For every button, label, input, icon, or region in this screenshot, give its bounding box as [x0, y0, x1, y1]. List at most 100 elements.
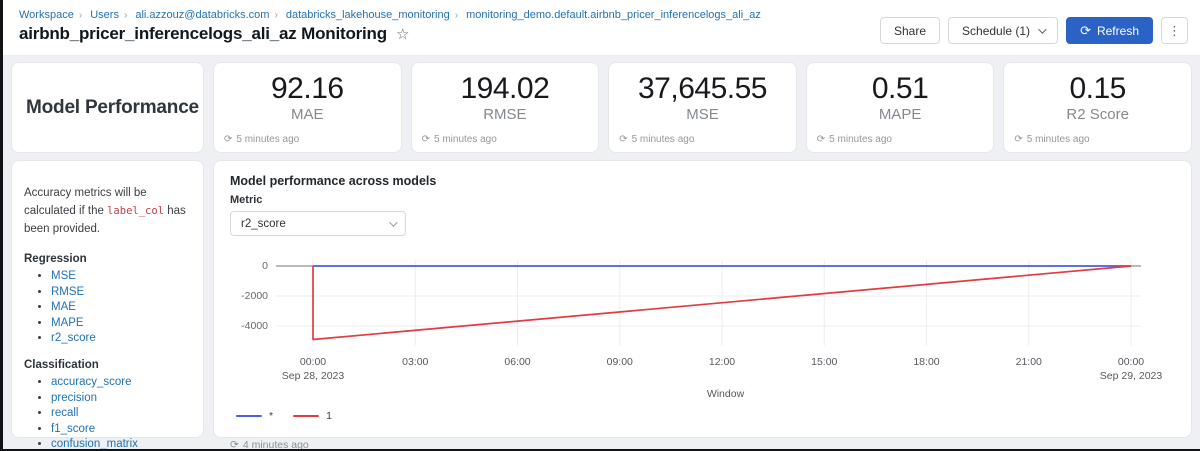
- content-row: Accuracy metrics will be calculated if t…: [11, 160, 1192, 438]
- metric-select[interactable]: r2_score: [230, 211, 406, 236]
- link-precision[interactable]: precision: [51, 392, 97, 404]
- chart-legend: *1: [230, 410, 1175, 422]
- metric-label: MSE: [609, 106, 796, 123]
- metric-dropdown-label: Metric: [230, 194, 1175, 206]
- metric-card-mae: 92.16 MAE ⟳5 minutes ago: [213, 62, 402, 153]
- x-date-label: Sep 29, 2023: [1100, 370, 1162, 382]
- metric-card-mape: 0.51 MAPE ⟳5 minutes ago: [806, 62, 995, 153]
- legend-item-*[interactable]: *: [236, 410, 273, 422]
- schedule-button[interactable]: Schedule (1): [948, 17, 1058, 44]
- favorite-star-icon[interactable]: ☆: [396, 27, 409, 42]
- list-item: f1_score: [51, 423, 191, 435]
- refresh-icon: ⟳: [422, 134, 430, 145]
- link-mae[interactable]: MAE: [51, 301, 76, 313]
- metric-label: RMSE: [412, 106, 599, 123]
- list-item: precision: [51, 392, 191, 404]
- regression-heading: Regression: [24, 253, 191, 265]
- refresh-icon: ⟳: [1014, 134, 1022, 145]
- link-recall[interactable]: recall: [51, 407, 78, 419]
- breadcrumb-item-user-email[interactable]: ali.azzouz@databricks.com: [135, 9, 269, 21]
- updated-timestamp: 4 minutes ago: [243, 439, 309, 449]
- section-title: Model Performance: [26, 97, 199, 119]
- metric-label: MAPE: [807, 106, 994, 123]
- refresh-icon: ⟳: [619, 134, 627, 145]
- classification-links: accuracy_score precision recall f1_score…: [24, 376, 191, 449]
- x-axis-date-labels: Sep 28, 2023Sep 29, 2023: [276, 370, 1141, 383]
- chevron-down-icon: [1038, 25, 1046, 33]
- y-tick-label: -4000: [241, 320, 268, 332]
- x-tick-label: 06:00: [504, 356, 530, 368]
- share-button-label: Share: [894, 24, 926, 38]
- metric-value: 92.16: [214, 72, 401, 105]
- chevron-down-icon: [389, 218, 397, 226]
- legend-item-1[interactable]: 1: [293, 410, 332, 422]
- y-axis-labels: 0 -2000 -4000: [230, 257, 276, 354]
- y-tick-label: 0: [262, 260, 268, 272]
- metric-card-rmse: 194.02 RMSE ⟳5 minutes ago: [411, 62, 600, 153]
- breadcrumb-item-workspace[interactable]: Workspace: [19, 9, 74, 21]
- breadcrumb-separator: ›: [455, 10, 458, 21]
- refresh-icon: ⟳: [230, 439, 239, 449]
- breadcrumb-separator: ›: [274, 10, 277, 21]
- header-actions: Share Schedule (1) ⟳ Refresh ⋮: [880, 17, 1188, 44]
- metric-value: 37,645.55: [609, 72, 796, 105]
- metric-card-mse: 37,645.55 MSE ⟳ 5 minutes ago: [608, 62, 797, 153]
- refresh-icon: ⟳: [224, 134, 232, 145]
- list-item: MAE: [51, 301, 191, 313]
- link-mse[interactable]: MSE: [51, 270, 76, 282]
- y-tick-label: -2000: [241, 290, 268, 302]
- label-col-code: label_col: [107, 205, 164, 217]
- refresh-button[interactable]: ⟳ Refresh: [1066, 17, 1153, 44]
- legend-label: *: [269, 410, 273, 422]
- databricks-monitoring-app: Workspace › Users › ali.azzouz@databricks.…: [3, 0, 1200, 449]
- breadcrumb-item-lakehouse-monitoring[interactable]: databricks_lakehouse_monitoring: [286, 9, 450, 21]
- top-bar: Workspace › Users › ali.azzouz@databricks.…: [3, 0, 1200, 56]
- list-item: confusion_matrix: [51, 438, 191, 449]
- link-r2-score[interactable]: r2_score: [51, 332, 96, 344]
- accuracy-note: Accuracy metrics will be calculated if t…: [24, 185, 191, 238]
- x-axis-title: Window: [230, 388, 1175, 400]
- refresh-icon: ⟳: [1080, 24, 1091, 37]
- link-accuracy-score[interactable]: accuracy_score: [51, 376, 132, 388]
- x-tick-label: 00:00: [1118, 356, 1144, 368]
- list-item: recall: [51, 407, 191, 419]
- x-tick-label: 15:00: [811, 356, 837, 368]
- breadcrumb-item-table[interactable]: monitoring_demo.default.airbnb_pricer_in…: [466, 9, 761, 21]
- link-confusion-matrix[interactable]: confusion_matrix: [51, 438, 138, 449]
- kpi-row: Model Performance 92.16 MAE ⟳5 minutes a…: [11, 62, 1192, 153]
- plot-region[interactable]: [276, 257, 1141, 354]
- regression-links: MSE RMSE MAE MAPE r2_score: [24, 270, 191, 344]
- list-item: RMSE: [51, 286, 191, 298]
- updated-timestamp: 5 minutes ago: [829, 134, 892, 145]
- page-title: airbnb_pricer_inferencelogs_ali_az Monit…: [19, 24, 387, 44]
- model-performance-chart-card: Model performance across models Metric r…: [213, 160, 1192, 438]
- breadcrumb-separator: ›: [124, 10, 127, 21]
- link-mape[interactable]: MAPE: [51, 317, 84, 329]
- legend-label: 1: [326, 410, 332, 422]
- metric-select-value: r2_score: [241, 218, 286, 230]
- link-rmse[interactable]: RMSE: [51, 286, 84, 298]
- x-tick-label: 12:00: [709, 356, 735, 368]
- refresh-button-label: Refresh: [1097, 24, 1139, 38]
- updated-timestamp: 5 minutes ago: [236, 134, 299, 145]
- schedule-button-label: Schedule (1): [962, 24, 1030, 38]
- x-date-label: Sep 28, 2023: [282, 370, 344, 382]
- list-item: r2_score: [51, 332, 191, 344]
- updated-timestamp: 5 minutes ago: [632, 134, 695, 145]
- share-button[interactable]: Share: [880, 17, 940, 44]
- link-f1-score[interactable]: f1_score: [51, 423, 95, 435]
- x-tick-label: 21:00: [1016, 356, 1042, 368]
- section-header-card: Model Performance: [11, 62, 204, 153]
- more-menu-button[interactable]: ⋮: [1161, 17, 1188, 44]
- x-tick-label: 18:00: [913, 356, 939, 368]
- plot-svg: [276, 257, 1141, 354]
- legend-swatch: [236, 415, 262, 417]
- x-tick-label: 09:00: [607, 356, 633, 368]
- legend-swatch: [293, 415, 319, 417]
- breadcrumb-item-users[interactable]: Users: [90, 9, 119, 21]
- x-tick-label: 03:00: [402, 356, 428, 368]
- updated-timestamp: 5 minutes ago: [434, 134, 497, 145]
- x-tick-label: 00:00: [300, 356, 326, 368]
- x-axis-tick-labels: 00:00 03:00 06:00 09:00 12:00 15:00 18:00 21:00…: [276, 356, 1141, 369]
- metric-label: R2 Score: [1004, 106, 1191, 123]
